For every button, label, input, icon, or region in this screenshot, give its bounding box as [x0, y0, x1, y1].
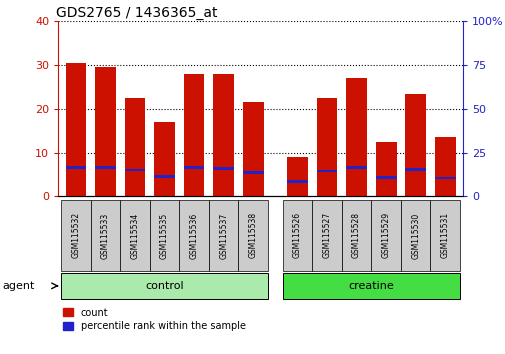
- Legend: count, percentile rank within the sample: count, percentile rank within the sample: [63, 308, 245, 331]
- Bar: [405, 168, 425, 171]
- Bar: [242, 171, 263, 174]
- Text: GSM115538: GSM115538: [248, 212, 257, 258]
- Text: GSM115533: GSM115533: [101, 212, 110, 258]
- FancyBboxPatch shape: [179, 200, 209, 271]
- Bar: [316, 98, 337, 196]
- Bar: [213, 74, 233, 196]
- Bar: [66, 63, 86, 196]
- Bar: [213, 167, 233, 170]
- FancyBboxPatch shape: [209, 200, 238, 271]
- FancyBboxPatch shape: [149, 200, 179, 271]
- Bar: [95, 67, 116, 196]
- Bar: [154, 175, 175, 178]
- Bar: [316, 170, 337, 172]
- Bar: [124, 98, 145, 196]
- Text: GSM115530: GSM115530: [411, 212, 419, 258]
- Bar: [183, 166, 204, 169]
- Bar: [95, 166, 116, 169]
- Text: GSM115535: GSM115535: [160, 212, 169, 258]
- FancyBboxPatch shape: [430, 200, 459, 271]
- FancyBboxPatch shape: [61, 200, 90, 271]
- Text: GSM115528: GSM115528: [351, 212, 361, 258]
- Bar: [375, 142, 396, 196]
- FancyBboxPatch shape: [312, 200, 341, 271]
- Bar: [183, 74, 204, 196]
- FancyBboxPatch shape: [238, 200, 268, 271]
- FancyBboxPatch shape: [90, 200, 120, 271]
- FancyBboxPatch shape: [371, 200, 400, 271]
- Bar: [434, 177, 454, 179]
- Bar: [287, 180, 307, 183]
- Text: creatine: creatine: [348, 281, 393, 291]
- Bar: [345, 166, 366, 169]
- FancyBboxPatch shape: [282, 200, 312, 271]
- Text: GSM115534: GSM115534: [130, 212, 139, 258]
- Text: agent: agent: [3, 281, 35, 291]
- Bar: [66, 166, 86, 169]
- Text: GSM115532: GSM115532: [71, 212, 80, 258]
- Text: GSM115526: GSM115526: [292, 212, 301, 258]
- Bar: [242, 102, 263, 196]
- Text: GSM115529: GSM115529: [381, 212, 390, 258]
- FancyBboxPatch shape: [400, 200, 430, 271]
- Text: GSM115531: GSM115531: [440, 212, 449, 258]
- Bar: [345, 78, 366, 196]
- FancyBboxPatch shape: [120, 200, 149, 271]
- FancyBboxPatch shape: [282, 273, 459, 299]
- Bar: [287, 157, 307, 196]
- Text: GDS2765 / 1436365_at: GDS2765 / 1436365_at: [56, 6, 217, 20]
- Bar: [375, 176, 396, 178]
- Bar: [405, 93, 425, 196]
- Text: GSM115536: GSM115536: [189, 212, 198, 258]
- FancyBboxPatch shape: [61, 273, 268, 299]
- Text: control: control: [145, 281, 183, 291]
- Bar: [154, 122, 175, 196]
- Text: GSM115527: GSM115527: [322, 212, 331, 258]
- Bar: [124, 169, 145, 171]
- Bar: [434, 137, 454, 196]
- FancyBboxPatch shape: [341, 200, 371, 271]
- Text: GSM115537: GSM115537: [219, 212, 228, 258]
